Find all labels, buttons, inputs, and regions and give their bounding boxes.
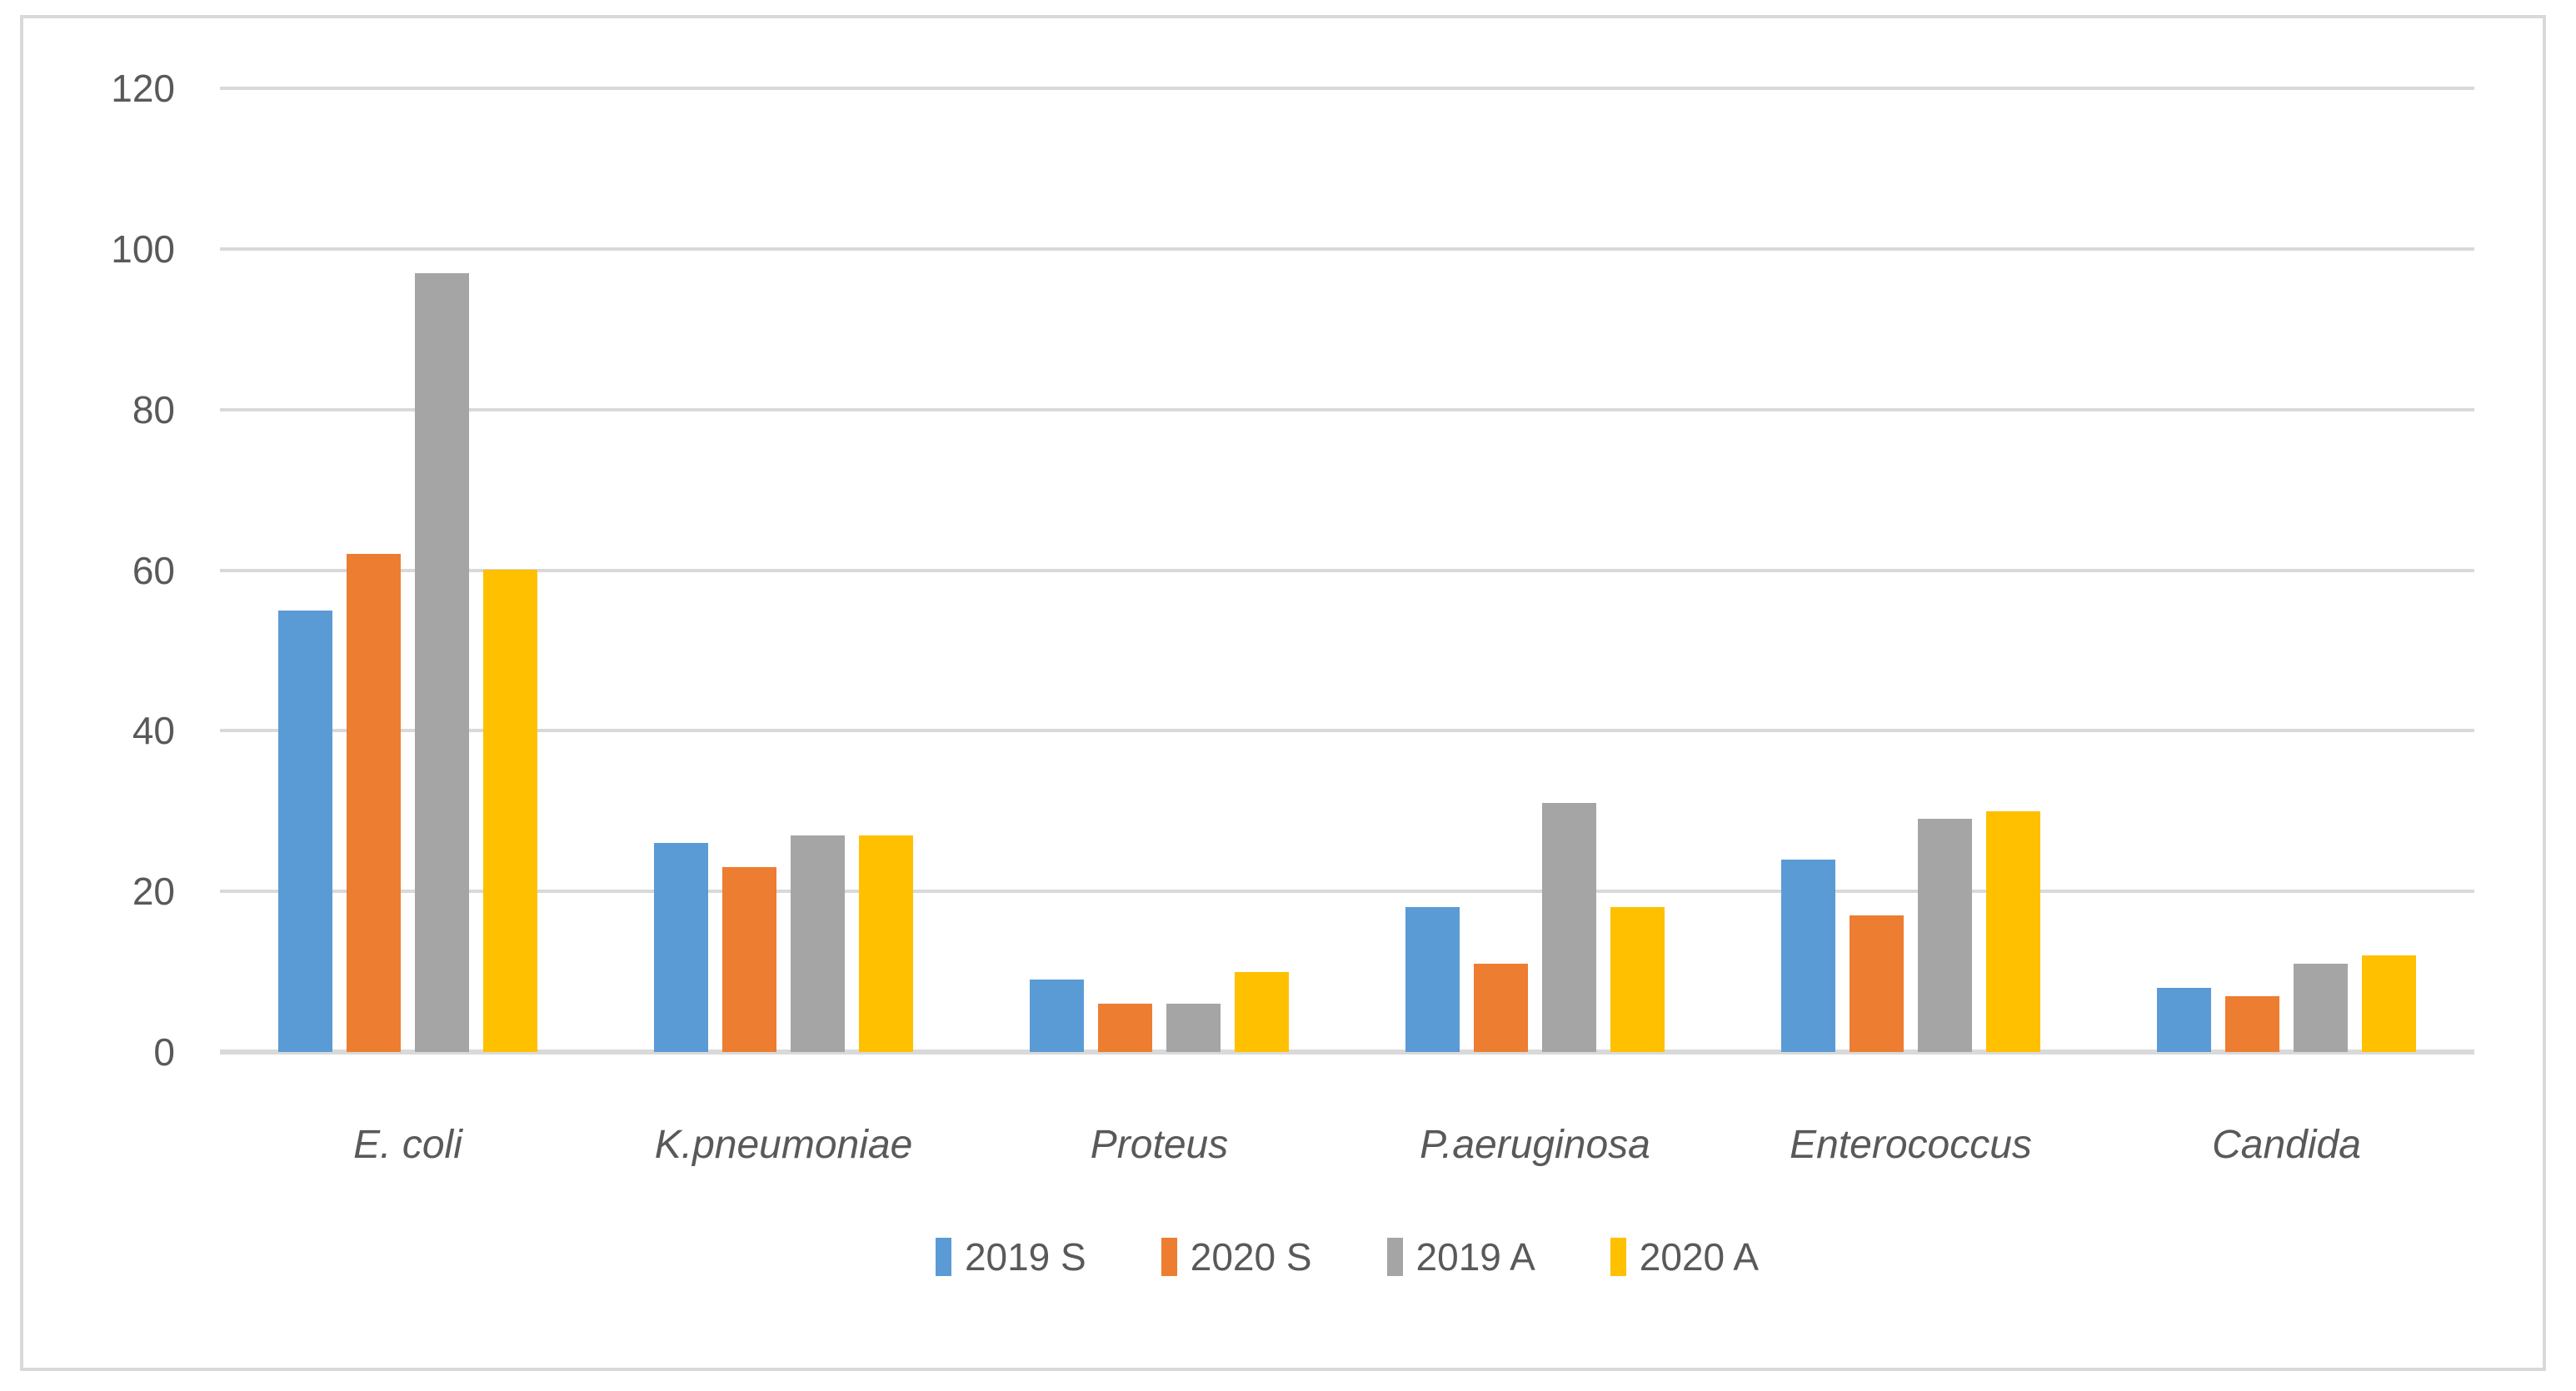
y-tick-label-120: 120 [111,67,175,110]
y-tick-label-40: 40 [132,709,175,753]
x-axis-label-e-coli: E. coli [353,1123,462,1167]
gridline-80 [220,407,2474,411]
bar-2019-s-candida [2157,988,2211,1052]
bar-2019-s-p-aeruginosa [1405,907,1460,1052]
legend-item-2019-s: 2019 S [935,1235,1086,1279]
gridline-120 [220,87,2474,90]
bar-2020-a-enterococcus [1986,811,2040,1052]
legend-item-2020-a: 2020 A [1610,1238,1759,1276]
bar-2020-a-candida [2362,955,2416,1052]
bar-2019-a-enterococcus [1918,819,1972,1052]
bar-2019-a-p-aeruginosa [1542,803,1596,1052]
bar-2020-s-proteus [1098,1004,1152,1052]
y-tick-label-20: 20 [132,870,175,914]
x-axis-label-enterococcus: Enterococcus [1790,1123,2032,1167]
bar-2019-a-proteus [1166,1004,1221,1052]
bar-2019-a-e-coli [415,273,469,1052]
x-axis-label-proteus: Proteus [1090,1123,1229,1167]
x-axis-label-k-pneumoniae: K.pneumoniae [654,1123,913,1167]
legend-swatch-2020-a [1610,1238,1626,1276]
y-tick-label-100: 100 [111,227,175,271]
bar-2019-s-e-coli [278,611,332,1052]
bar-2019-a-k-pneumoniae [791,835,845,1052]
bar-2020-s-p-aeruginosa [1474,964,1528,1052]
bar-2019-a-candida [2294,964,2348,1052]
x-axis-label-candida: Candida [2212,1123,2361,1167]
legend-swatch-2019-s [935,1238,951,1276]
bar-2020-s-k-pneumoniae [722,867,776,1052]
bar-2020-s-enterococcus [1850,915,1904,1052]
bar-2020-a-p-aeruginosa [1610,907,1665,1052]
bar-2020-a-k-pneumoniae [859,835,913,1052]
gridline-60 [220,568,2474,572]
x-axis-label-p-aeruginosa: P.aeruginosa [1420,1123,1650,1167]
gridline-0 [220,1049,2474,1054]
y-tick-label-80: 80 [132,387,175,431]
y-tick-label-60: 60 [132,548,175,592]
gridline-40 [220,729,2474,733]
bar-2019-s-enterococcus [1781,860,1835,1052]
bar-2020-s-e-coli [347,554,401,1052]
bar-2019-s-k-pneumoniae [654,843,708,1052]
gridline-100 [220,247,2474,251]
legend-label-2020-a: 2020 A [1639,1235,1760,1279]
legend-item-2019-a: 2019 A [1386,1235,1535,1279]
legend-label-2019-s: 2019 S [964,1235,1086,1279]
bar-2020-s-candida [2225,996,2279,1052]
legend-label-2020-s: 2020 S [1190,1235,1312,1279]
y-tick-label-0: 0 [153,1030,175,1074]
gridline-20 [220,890,2474,894]
legend-item-2020-s: 2020 S [1161,1238,1312,1276]
legend-swatch-2020-s [1161,1238,1177,1276]
legend-label-2019-a: 2019 A [1415,1235,1535,1279]
bar-2020-a-proteus [1235,972,1289,1052]
bar-2019-s-proteus [1030,980,1084,1052]
legend: 2019 S 2020 S 2019 A 2020 A [220,1238,2474,1276]
legend-swatch-2019-a [1386,1238,1403,1276]
bar-2020-a-e-coli [483,570,537,1052]
